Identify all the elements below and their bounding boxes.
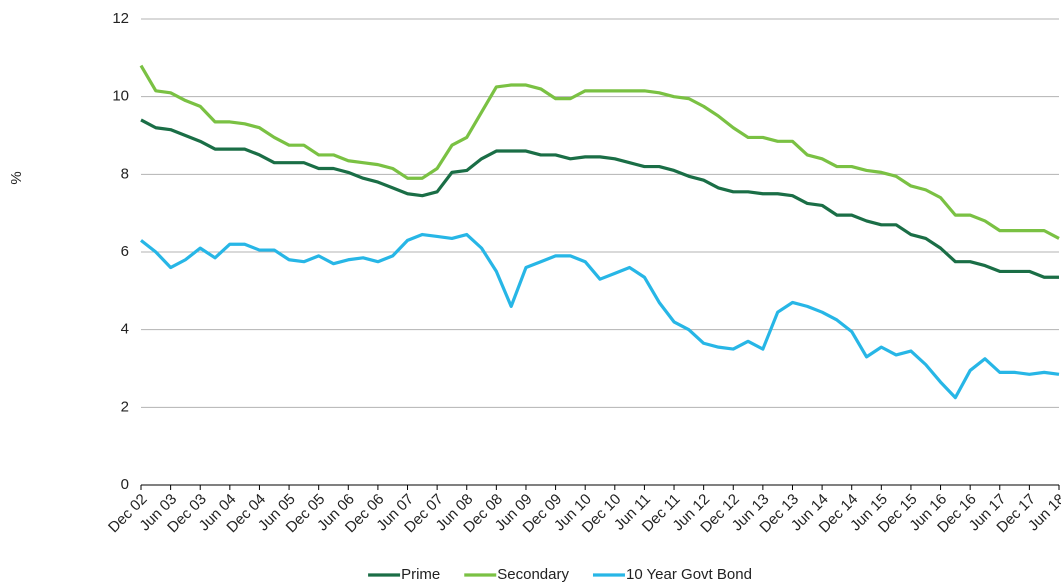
series-line: [140, 118, 1059, 279]
y-tick-label: 10: [112, 88, 129, 105]
series-line: [139, 64, 1060, 240]
y-tick-label: 6: [121, 243, 129, 260]
y-tick-label: 0: [121, 476, 129, 493]
legend-label: 10 Year Govt Bond: [626, 566, 752, 583]
legend-label: Secondary: [497, 566, 569, 583]
y-tick-label: 12: [112, 10, 129, 27]
y-axis-label: %: [8, 171, 25, 184]
legend-label: Prime: [401, 566, 440, 583]
series-line: [140, 232, 1060, 400]
y-tick-label: 2: [121, 398, 129, 415]
legend: Prime Secondary 10 Year Govt Bond: [368, 566, 752, 583]
y-tick-label: 8: [121, 165, 129, 182]
y-tick-label: 4: [121, 321, 129, 338]
